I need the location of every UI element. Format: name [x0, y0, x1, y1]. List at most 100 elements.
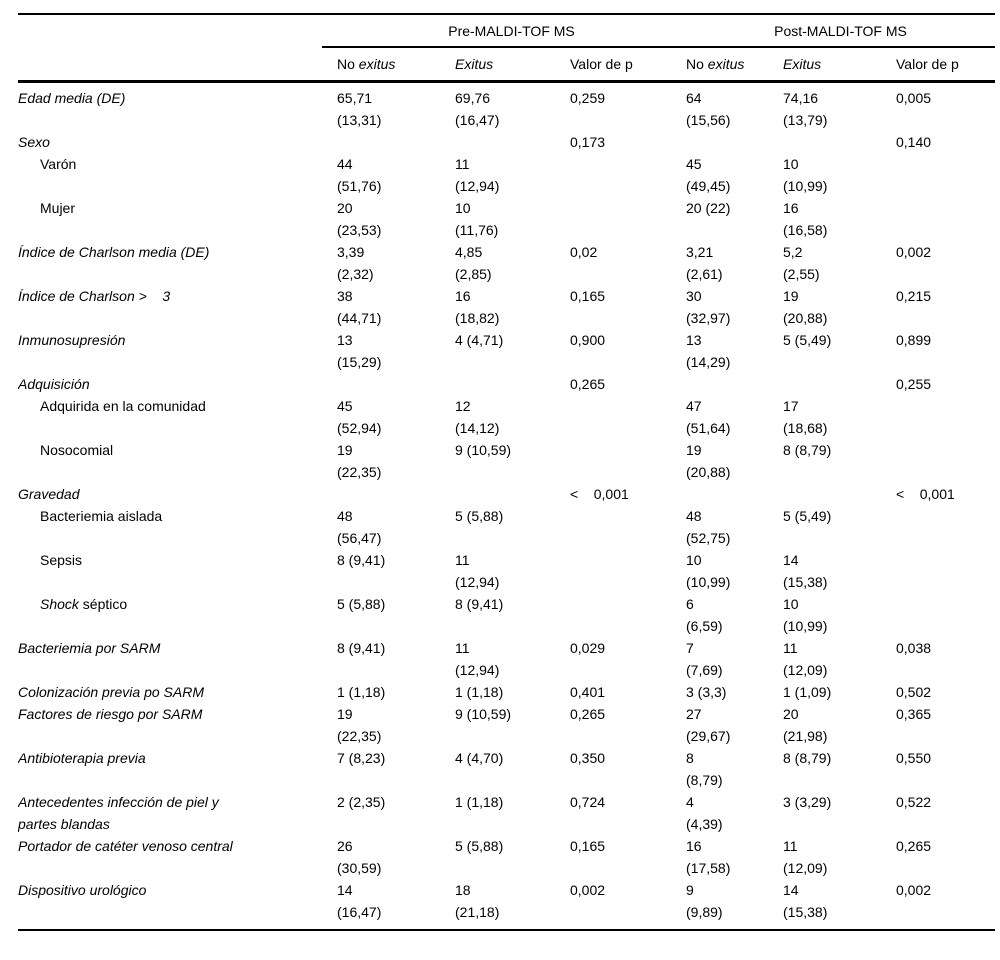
table-cell: 0,165	[570, 288, 606, 304]
table-cell	[570, 549, 686, 593]
table-cell: 65,71 (13,31)	[337, 90, 382, 128]
table-row: Adquisición 0,265 0,255	[18, 373, 995, 395]
table-cell: 19 (22,35)	[337, 706, 382, 744]
table-cell: 1 (1,09)	[783, 684, 832, 700]
table-cell: 0,401	[570, 684, 606, 700]
table-cell: 0,165	[570, 838, 606, 854]
table-cell: < 0,001	[896, 486, 955, 502]
table-cell	[570, 505, 686, 549]
table-cell: 74,16 (13,79)	[783, 90, 828, 128]
table-cell: 19 (22,35)	[337, 442, 382, 480]
table-cell	[896, 549, 995, 593]
table-cell	[570, 197, 686, 241]
comparison-table: Pre-MALDI-TOF MS Post-MALDI-TOF MS No ex…	[18, 13, 995, 931]
row-label: Factores de riesgo por SARM	[18, 706, 203, 722]
table-cell: 0,140	[896, 134, 932, 150]
table-row: Colonización previa po SARM 1 (1,18) 1 (1,…	[18, 681, 995, 703]
table-cell: 10 (10,99)	[783, 596, 828, 634]
table-cell: 3,39 (2,32)	[337, 244, 374, 282]
table-row: Inmunosupresión 13 (15,29) 4 (4,71) 0,900 13…	[18, 329, 995, 373]
row-label: Varón	[40, 156, 77, 172]
table-cell: 0,002	[896, 244, 932, 260]
table-cell: 0,173	[570, 134, 606, 150]
table-cell	[686, 373, 783, 395]
table-cell: 19 (20,88)	[783, 288, 828, 326]
table-cell: 5,2 (2,55)	[783, 244, 820, 282]
group-header-post: Post-MALDI-TOF MS	[774, 22, 907, 39]
group-header-underline	[322, 46, 995, 48]
table-top-rule	[18, 13, 995, 15]
table-row: Antecedentes infección de piel y partes …	[18, 791, 995, 835]
table-cell: 5 (5,49)	[783, 332, 832, 348]
table-cell	[570, 153, 686, 197]
row-label: Adquisición	[18, 376, 90, 392]
column-header: No exitus	[686, 56, 745, 72]
table-row: Adquirida en la comunidad 45 (52,94) 12 (1…	[18, 395, 995, 439]
table-cell: < 0,001	[570, 486, 629, 502]
table-cell: 13 (15,29)	[337, 332, 382, 370]
table-cell: 2 (2,35)	[337, 794, 386, 810]
table-cell	[455, 483, 570, 505]
table-cell	[337, 131, 455, 153]
header-body-rule	[18, 80, 995, 83]
table-cell: 6 (6,59)	[686, 596, 723, 634]
column-header: No exitus	[337, 56, 396, 72]
table-cell	[337, 483, 455, 505]
table-row: Sepsis 8 (9,41) 11 (12,94) 10 (10,99) 14 (15…	[18, 549, 995, 593]
table-cell	[570, 395, 686, 439]
table-cell: 7 (8,23)	[337, 750, 386, 766]
table-row: Varón 44 (51,76) 11 (12,94) 45 (49,45) 10 (1…	[18, 153, 995, 197]
table-cell: 8 (8,79)	[783, 442, 832, 458]
table-cell: 26 (30,59)	[337, 838, 382, 876]
table-cell: 1 (1,18)	[337, 684, 386, 700]
table-cell: 0,029	[570, 640, 606, 656]
table-cell: 11 (12,94)	[455, 156, 500, 194]
table-cell: 14 (15,38)	[783, 882, 828, 920]
table-cell: 48 (56,47)	[337, 508, 382, 546]
row-label: Sexo	[18, 134, 50, 150]
table-cell: 11 (12,09)	[783, 640, 828, 678]
row-label: Mujer	[40, 200, 76, 216]
table-row: Edad media (DE) 65,71 (13,31) 69,76 (16,47…	[18, 87, 995, 131]
table-cell: 38 (44,71)	[337, 288, 382, 326]
table-cell: 17 (18,68)	[783, 398, 828, 436]
column-header: Exitus	[455, 56, 494, 72]
row-label: Bacteriemia por SARM	[18, 640, 161, 656]
table-cell: 5 (5,49)	[783, 508, 832, 524]
table-cell: 8 (9,41)	[455, 596, 504, 612]
table-cell: 12 (14,12)	[455, 398, 500, 436]
table-cell	[783, 483, 896, 505]
table-cell: 27 (29,67)	[686, 706, 731, 744]
table-cell: 0,265	[570, 706, 606, 722]
table-cell: 11 (12,94)	[455, 640, 500, 678]
table-cell: 3 (3,29)	[783, 794, 832, 810]
row-label: Adquirida en la comunidad	[40, 398, 206, 414]
table-cell: 0,02	[570, 244, 598, 260]
table-cell	[686, 483, 783, 505]
table-cell: 3 (3,3)	[686, 684, 727, 700]
table-cell: 20 (21,98)	[783, 706, 828, 744]
row-label: Portador de catéter venoso central	[18, 838, 233, 854]
table-cell: 1 (1,18)	[455, 684, 504, 700]
table-cell: 0,005	[896, 90, 932, 106]
table-cell: 0,550	[896, 750, 932, 766]
row-label: Antibioterapia previa	[18, 750, 146, 766]
table-cell	[686, 131, 783, 153]
table-cell: 0,365	[896, 706, 932, 722]
row-label: Nosocomial	[40, 442, 114, 458]
sub-header-row: No exitus Exitus Valor de p No exitus Exitus…	[18, 48, 995, 80]
table-row: Shock séptico 5 (5,88) 8 (9,41) 6 (6,59) 10 …	[18, 593, 995, 637]
table-cell: 0,265	[570, 376, 606, 392]
row-label: Antecedentes infección de piel y partes …	[18, 794, 219, 832]
table-cell: 0,502	[896, 684, 932, 700]
row-label: Gravedad	[18, 486, 80, 502]
table-cell: 14 (15,38)	[783, 552, 828, 590]
table-cell	[783, 373, 896, 395]
table-row: Índice de Charlson media (DE) 3,39 (2,32)…	[18, 241, 995, 285]
row-label: Bacteriemia aislada	[40, 508, 163, 524]
table-cell: 64 (15,56)	[686, 90, 731, 128]
table-cell: 47 (51,64)	[686, 398, 731, 436]
table-cell	[455, 131, 570, 153]
table-cell: 8 (8,79)	[686, 750, 723, 788]
row-label: Dispositivo urológico	[18, 882, 147, 898]
